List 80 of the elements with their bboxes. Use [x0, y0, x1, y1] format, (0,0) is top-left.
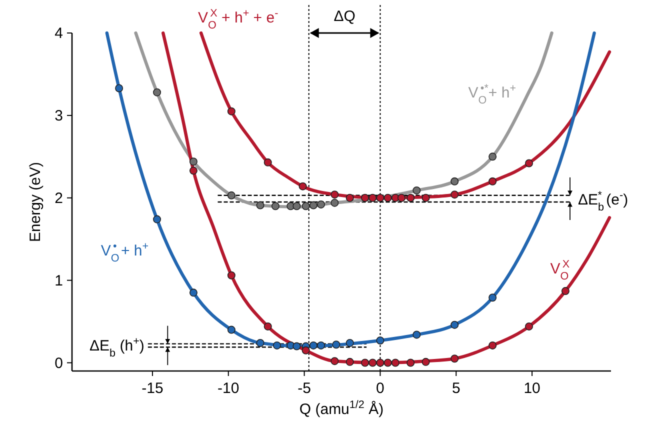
point [525, 322, 534, 330]
point [153, 215, 162, 224]
point [561, 287, 570, 296]
point [391, 358, 400, 367]
point [346, 338, 354, 347]
point [384, 194, 392, 202]
x-tick-label: 5 [452, 380, 460, 397]
point [227, 271, 236, 280]
point [292, 342, 301, 350]
point [292, 202, 301, 210]
point [361, 194, 370, 202]
y-tick-label: 4 [54, 25, 63, 42]
point [488, 341, 497, 350]
point [376, 336, 384, 344]
point [376, 194, 384, 202]
point [302, 346, 310, 354]
point [450, 354, 459, 363]
point [264, 322, 272, 330]
point [412, 330, 421, 339]
point [488, 294, 497, 302]
point [450, 320, 459, 329]
annotation: ΔE$_{b}$ (h$^{+}$) [90, 335, 144, 360]
point [422, 194, 430, 202]
point [346, 194, 354, 202]
point [376, 358, 384, 367]
point [317, 341, 326, 350]
x-tick-label: -10 [218, 380, 240, 397]
point [271, 202, 280, 210]
point [189, 166, 198, 175]
point [153, 88, 162, 96]
point [256, 201, 264, 210]
point [302, 202, 310, 210]
point [309, 201, 318, 210]
x-tick-label: 10 [524, 380, 540, 397]
point [412, 186, 421, 194]
y-tick-label: 0 [54, 354, 63, 372]
point [368, 358, 377, 367]
point [346, 358, 354, 366]
line-series [134, 31, 554, 209]
point [309, 341, 318, 350]
point [406, 194, 415, 202]
point [450, 190, 459, 199]
point [264, 158, 272, 166]
annotation: ΔE$_{b}$$^{*}$ (e$^{-}$) [578, 190, 628, 214]
point [227, 326, 236, 334]
text: ΔQ [334, 8, 356, 25]
point [488, 152, 497, 161]
y-tick-label: 1 [54, 272, 63, 290]
point [525, 159, 534, 168]
point [189, 158, 198, 166]
point [368, 194, 377, 202]
x-tick-label: 0 [376, 380, 384, 397]
point [361, 358, 370, 367]
point [115, 84, 124, 92]
point [406, 358, 415, 367]
point [488, 177, 497, 186]
point [189, 288, 198, 297]
point [227, 107, 236, 116]
point [450, 177, 459, 186]
y-axis-title: Energy (eV) [27, 162, 44, 242]
point [330, 190, 339, 199]
y-tick-label: 2 [54, 190, 63, 207]
point [397, 194, 406, 202]
x-axis-title: Q (amu$^{1/2}$ Å) [299, 399, 384, 418]
point [332, 340, 340, 349]
point [384, 358, 392, 367]
y-tick-label: 3 [54, 107, 63, 124]
point [256, 338, 264, 347]
series-label: V$_{O}$$^{X}$ + h$^{+}$ + e$^{-}$ [198, 7, 279, 32]
point [330, 357, 339, 366]
series-label: V$_{O}$$^{•}$ + h$^{+}$ [100, 240, 149, 265]
x-tick-label: -15 [142, 380, 164, 397]
point [330, 198, 339, 207]
x-tick-label: -5 [298, 380, 311, 397]
point [317, 200, 326, 208]
series-label: V$_{O}$$^{•*}$+ h$^{+}$ [468, 82, 516, 106]
point [272, 341, 281, 350]
point [298, 182, 307, 190]
point [422, 358, 430, 366]
point [227, 191, 236, 200]
